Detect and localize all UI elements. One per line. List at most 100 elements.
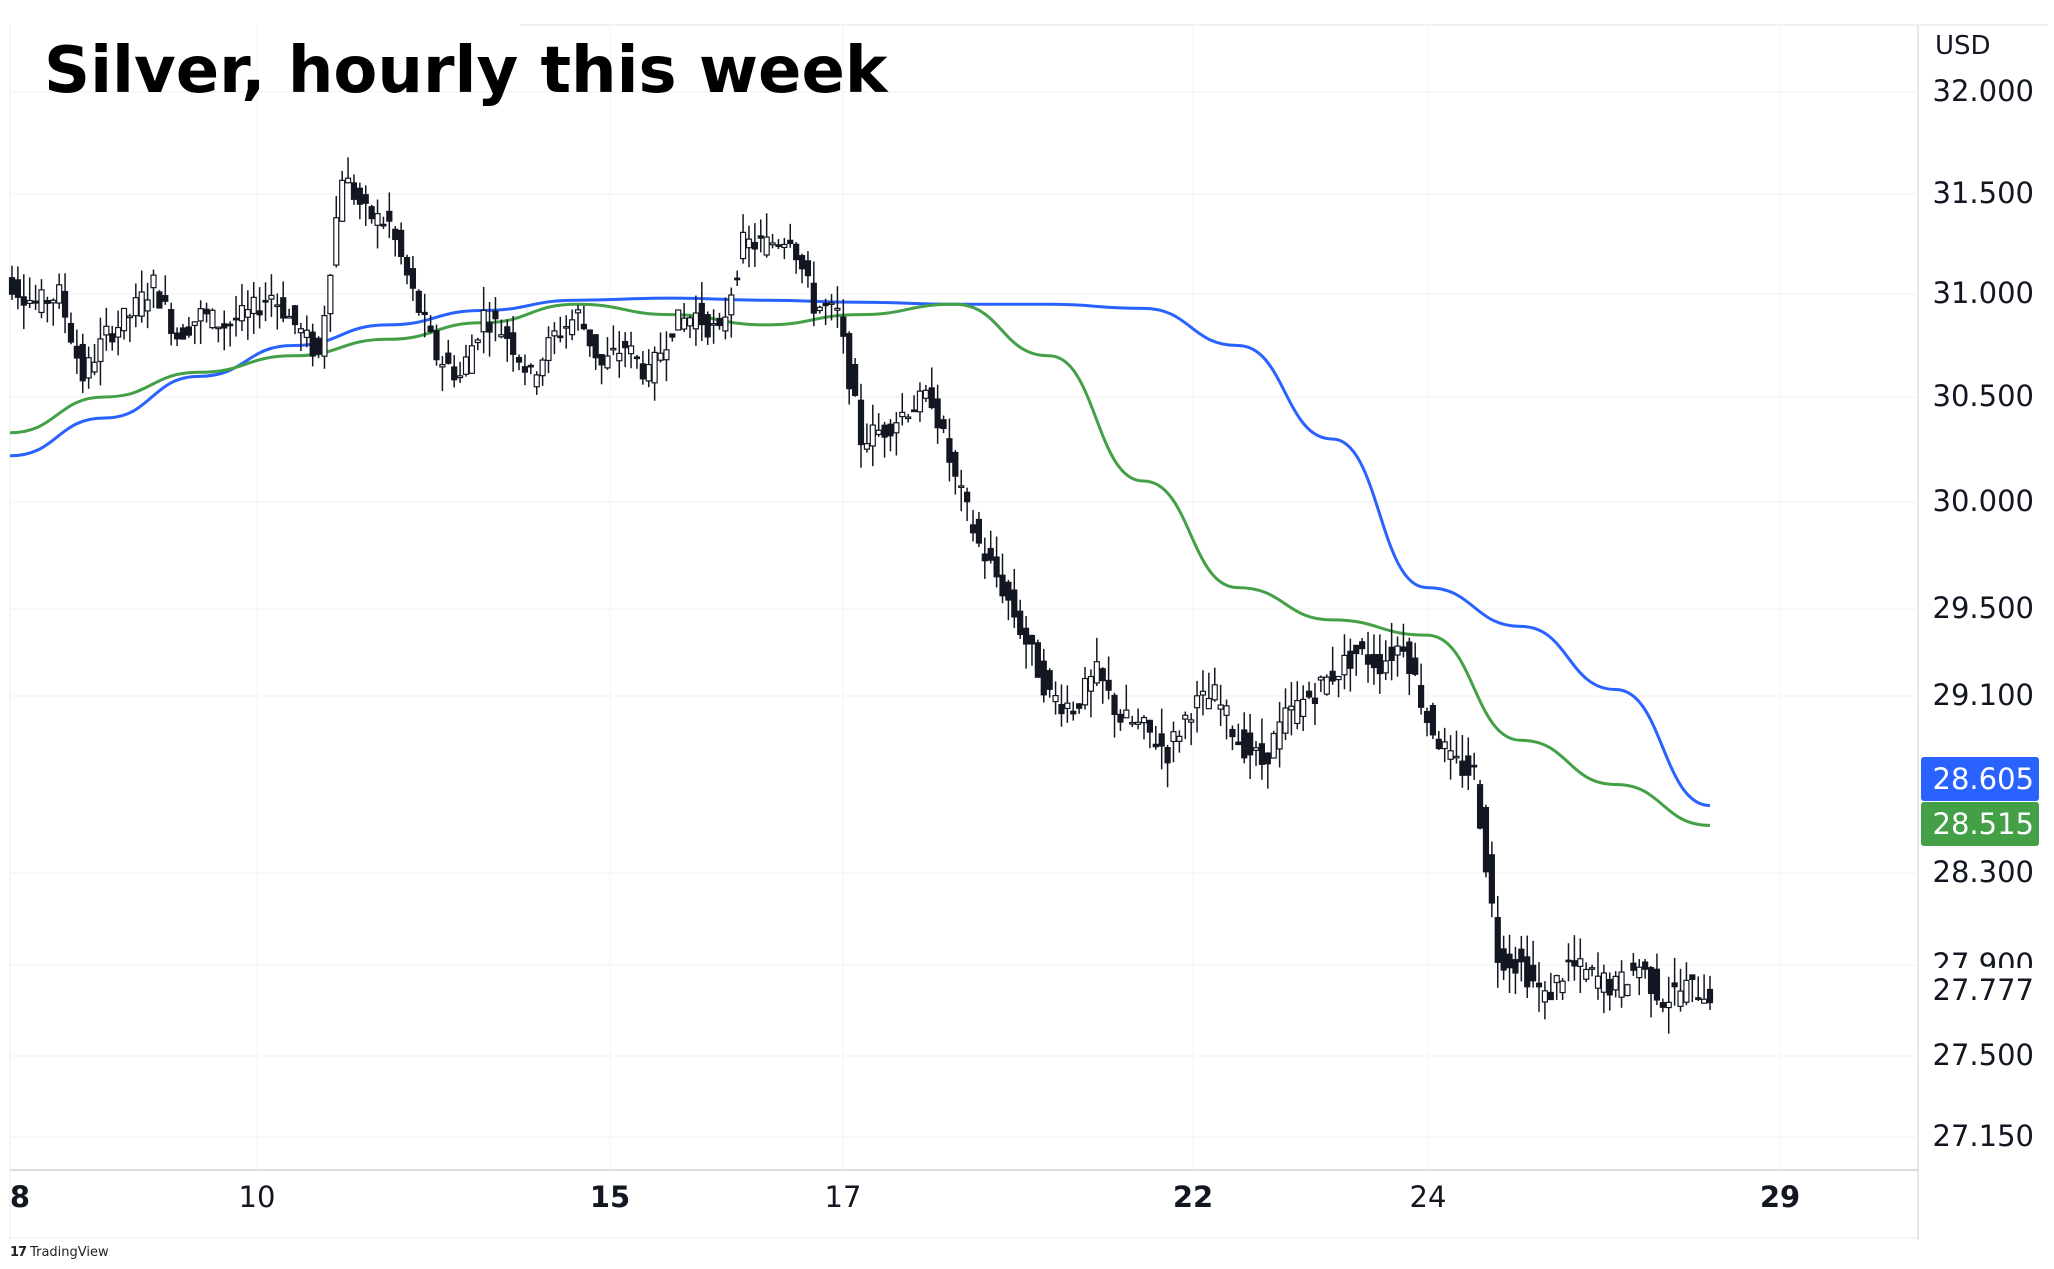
candle: [268, 274, 275, 317]
candle: [492, 297, 499, 342]
candle: [1706, 975, 1714, 1010]
candle: [1624, 983, 1631, 997]
candle: [462, 344, 470, 377]
candle: [763, 213, 770, 258]
series-value-tag: 28.515: [1921, 802, 2039, 846]
candle: [339, 170, 346, 223]
candle: [97, 317, 104, 386]
candle: [1217, 684, 1224, 727]
candle: [569, 309, 576, 341]
price-tick-label: 31.500: [1933, 176, 2034, 210]
candle: [863, 423, 870, 453]
candle: [1223, 699, 1230, 740]
candle: [922, 384, 929, 402]
grid: [9, 24, 2048, 1240]
candle: [197, 300, 204, 344]
candle: [1418, 663, 1425, 715]
candle: [1412, 642, 1419, 677]
candle: [1129, 715, 1136, 728]
candle: [386, 192, 393, 239]
moving-average-line: [9, 296, 1711, 807]
candle: [244, 290, 251, 340]
candle: [480, 286, 487, 354]
candle: [651, 346, 658, 401]
candle: [810, 261, 817, 327]
candle: [409, 256, 417, 302]
candle: [286, 308, 293, 319]
candle: [975, 511, 983, 548]
candle: [1282, 688, 1289, 741]
candle: [510, 315, 517, 372]
candle: [1547, 972, 1554, 1001]
candle: [1630, 953, 1637, 976]
candle: [1188, 712, 1195, 746]
candle: [56, 273, 63, 309]
candle: [533, 371, 540, 395]
candle: [374, 199, 381, 249]
candle: [1158, 708, 1165, 770]
candle: [1400, 623, 1407, 658]
candle: [309, 323, 316, 367]
time-tick-label: 29: [1760, 1180, 1800, 1214]
candle: [757, 219, 764, 253]
candle: [1518, 935, 1525, 982]
time-tick-label: 17: [825, 1180, 862, 1214]
candle: [1612, 971, 1619, 998]
candle: [38, 279, 45, 319]
candle: [1701, 974, 1708, 1004]
candle: [893, 411, 900, 456]
candle: [681, 303, 688, 333]
candle: [14, 266, 21, 310]
candle: [1441, 727, 1448, 763]
candle: [1264, 752, 1271, 789]
price-tick-label: 27.150: [1933, 1119, 2034, 1153]
time-axis: 8 10 15 17 22 24 29: [10, 1180, 1800, 1214]
candle: [1229, 725, 1236, 751]
candle: [91, 343, 98, 376]
candle: [598, 354, 605, 385]
candle: [1394, 636, 1401, 677]
candle: [580, 305, 587, 331]
candle: [227, 321, 234, 347]
candle: [1659, 998, 1666, 1013]
candle: [781, 237, 788, 260]
candle: [869, 404, 876, 467]
candle: [622, 332, 629, 368]
candle: [1494, 895, 1501, 988]
candle: [162, 275, 169, 305]
candle: [1040, 648, 1047, 703]
series-value-tag: 28.605: [1921, 757, 2039, 801]
candle: [20, 274, 27, 330]
candle: [993, 536, 1000, 588]
candle: [657, 332, 664, 363]
candle: [1406, 637, 1413, 696]
candle: [1471, 752, 1478, 780]
candle: [857, 383, 865, 468]
candle: [804, 251, 812, 288]
candle: [1671, 957, 1678, 1006]
candle: [250, 281, 257, 334]
candle: [1465, 737, 1472, 791]
candle: [1376, 634, 1383, 694]
candle: [787, 223, 794, 248]
price-tick-label: 32.000: [1933, 74, 2034, 108]
candle: [1665, 976, 1672, 1034]
candle: [1429, 702, 1436, 740]
candle: [1052, 681, 1059, 715]
current-price-bg: [1921, 968, 2039, 1012]
candle: [539, 357, 546, 386]
candle: [751, 223, 758, 267]
candle: [168, 302, 175, 346]
candle: [291, 304, 299, 335]
candle: [221, 310, 228, 351]
tradingview-brand[interactable]: 17 TradingView: [10, 1245, 109, 1260]
candle: [1288, 682, 1295, 736]
candle: [1300, 685, 1307, 732]
candle: [1364, 631, 1372, 683]
candle: [1553, 974, 1560, 1000]
candle: [1235, 723, 1242, 746]
candle: [875, 413, 882, 437]
candle: [504, 319, 511, 362]
time-tick-label: 22: [1173, 1180, 1213, 1214]
candle: [1270, 730, 1277, 759]
